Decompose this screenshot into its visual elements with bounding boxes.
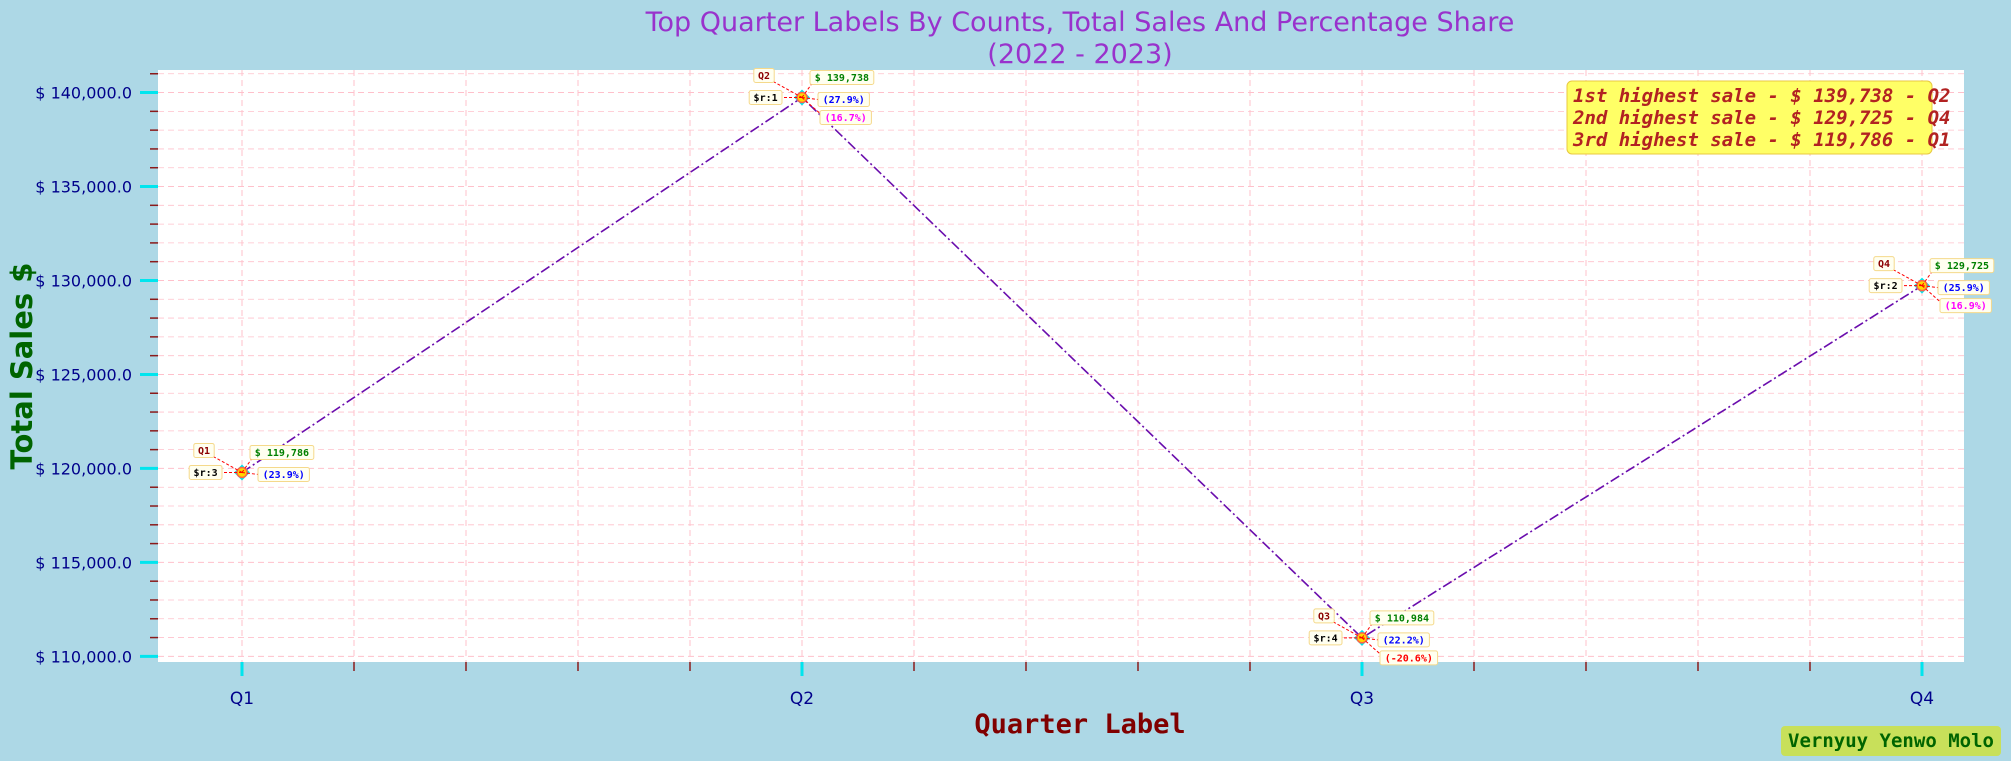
annotation-connector [1325, 617, 1363, 639]
annotation-value-box [249, 444, 315, 460]
annotation-rank: $r:1 [754, 93, 778, 104]
y-tick-label: $ 120,000.0 [35, 459, 132, 478]
annotation-label-box [1313, 608, 1335, 624]
annotation-label-box [1873, 256, 1895, 272]
annotation-value: $ 129,725 [1935, 261, 1989, 272]
axis-ticks [140, 73, 1924, 676]
annotation-connector [1921, 285, 1941, 303]
annotation-connector [205, 452, 243, 473]
annotation-share-box [1937, 280, 1990, 296]
annotation-value: $ 110,984 [1375, 613, 1429, 624]
annotation-change: (16.9%) [1945, 301, 1987, 312]
annotation-value-box [809, 69, 875, 85]
annotation-group: Q4 $ 129,725 $r:2 (25.9%) (16.9%) [1868, 256, 1995, 314]
annotation-change-box [1939, 298, 1992, 314]
annotation-change: (16.7%) [825, 113, 867, 124]
annotation-value: $ 139,738 [815, 73, 869, 84]
annotation-connector [1361, 637, 1379, 641]
y-tick-label: $ 135,000.0 [35, 178, 132, 197]
annotation-share: (23.9%) [263, 470, 305, 481]
annotation-connector [241, 471, 259, 475]
annotation-rank-box [748, 89, 783, 105]
annotation-label: Q2 [758, 71, 770, 82]
annotation-change: (-20.6%) [1385, 653, 1433, 664]
chart-title: Top Quarter Labels By Counts, Total Sale… [645, 7, 1515, 38]
x-axis-label: Quarter Label [974, 709, 1185, 740]
annotation-connector [1361, 637, 1381, 655]
annotation-rank-box [1308, 630, 1343, 646]
annotation-connector [801, 96, 819, 100]
y-tick-labels: $ 110,000.0 $ 115,000.0 $ 120,000.0 $ 125,0… [35, 84, 132, 667]
annotation-connector [1361, 623, 1373, 639]
annotation-share-box [1377, 632, 1430, 648]
annotation-value: $ 119,786 [255, 448, 309, 459]
credit-text: Vernyuy Yenwo Molo [1788, 730, 1994, 752]
grid [158, 70, 1964, 662]
highlight-line-3: 3rd highest sale - $ 119,786 - Q1 [1572, 129, 1951, 151]
annotation-share-box [817, 91, 870, 107]
x-tick-label: Q4 [1910, 689, 1934, 709]
annotation-connector [241, 458, 253, 473]
x-tick-labels: Q1 Q2 Q3 Q4 [230, 689, 1934, 709]
plot-area [158, 70, 1964, 662]
annotation-label: Q4 [1878, 259, 1890, 270]
annotation-change-box [819, 109, 872, 125]
x-tick-label: Q3 [1350, 689, 1374, 709]
annotation-share-box [257, 466, 310, 482]
annotation-group: Q1 $ 119,786 $r:3 (23.9%) [188, 442, 315, 482]
annotation-group: Q3 $ 110,984 $r:4 (22.2%) (-20.6%) [1308, 608, 1439, 666]
annotation-connector [1921, 285, 1939, 289]
highlight-line-2: 2nd highest sale - $ 129,725 - Q4 [1572, 107, 1951, 129]
annotation-connector [765, 77, 803, 98]
annotation-connector [1921, 271, 1933, 286]
y-tick-label: $ 125,000.0 [35, 365, 132, 384]
annotation-label-box [753, 67, 775, 83]
highlight-line-1: 1st highest sale - $ 139,738 - Q2 [1573, 85, 1951, 107]
annotation-group: Q2 $ 139,738 $r:1 (27.9%) (16.7%) [748, 67, 875, 125]
annotation-rank: $r:2 [1874, 281, 1898, 292]
annotation-value-box [1929, 258, 1995, 274]
annotation-value-box [1369, 610, 1435, 626]
annotation-connector [801, 83, 813, 98]
annotation-label: Q1 [198, 446, 210, 457]
annotation-label: Q3 [1318, 611, 1330, 622]
annotation-change-box [1379, 650, 1439, 666]
y-tick-label: $ 110,000.0 [35, 647, 132, 666]
x-tick-label: Q1 [230, 689, 254, 709]
y-axis-label: Total Sales $ [5, 263, 39, 470]
credit-box: Vernyuy Yenwo Molo [1781, 726, 2001, 756]
y-tick-label: $ 130,000.0 [35, 271, 132, 290]
annotation-rank: $r:4 [1314, 633, 1338, 644]
annotation-label-box [193, 442, 215, 458]
annotation-connector [1885, 265, 1923, 287]
annotation-connector [801, 97, 821, 114]
y-tick-label: $ 140,000.0 [35, 84, 132, 103]
x-tick-label: Q2 [790, 689, 814, 709]
annotation-share: (25.9%) [1943, 283, 1985, 294]
highlights-box: 1st highest sale - $ 139,738 - Q2 2nd hi… [1566, 80, 1951, 155]
annotation-rank-box [1868, 278, 1903, 294]
y-tick-label: $ 115,000.0 [35, 553, 132, 572]
annotation-share: (27.9%) [823, 95, 865, 106]
point-annotations: Q1 $ 119,786 $r:3 (23.9%) Q2 $ 139,738 $r:1 (27… [188, 67, 1995, 666]
annotation-share: (22.2%) [1383, 635, 1425, 646]
annotation-rank-box [188, 464, 223, 480]
chart-subtitle: (2022 - 2023) [987, 39, 1172, 70]
series-line [241, 96, 1923, 639]
annotation-rank: $r:3 [194, 468, 218, 479]
